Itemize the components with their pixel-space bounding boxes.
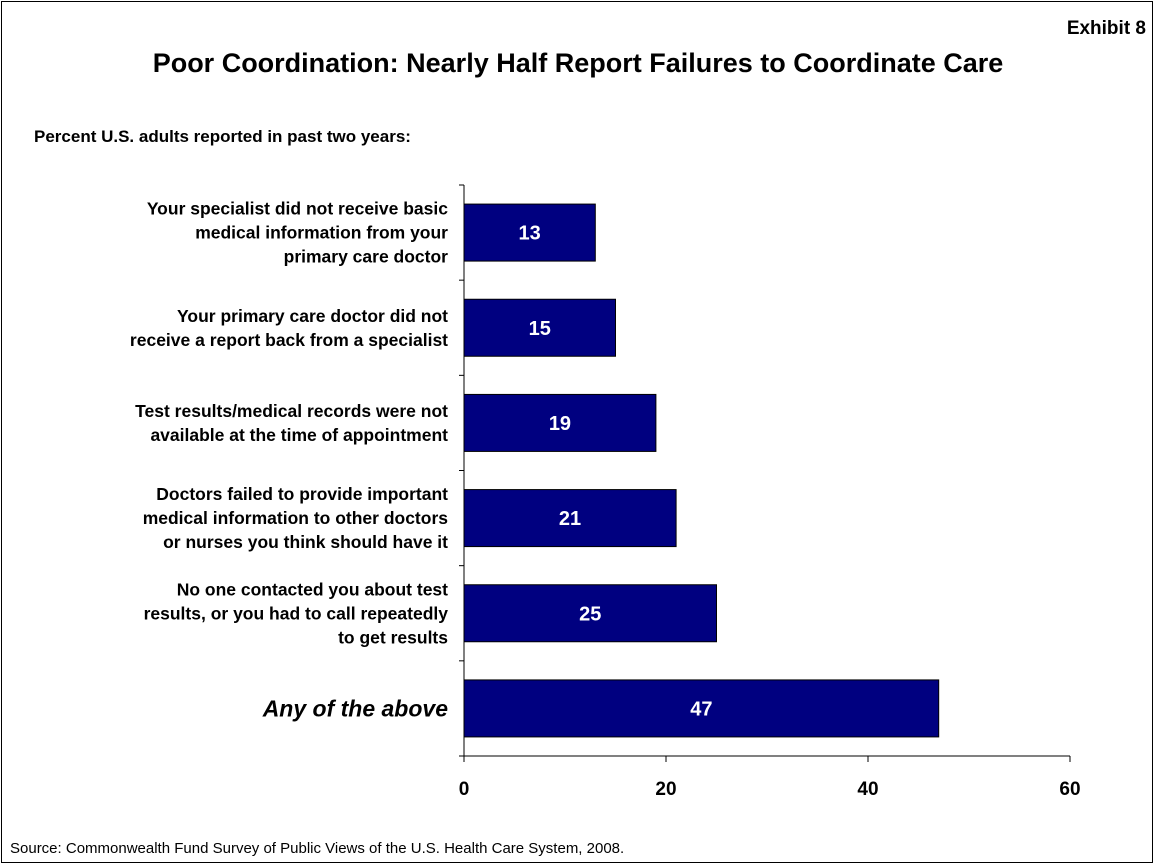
- category-label: to get results: [338, 627, 448, 647]
- chart-subtitle: Percent U.S. adults reported in past two…: [34, 127, 411, 146]
- x-tick-label: 40: [857, 779, 878, 800]
- bar-value-label: 15: [529, 318, 551, 340]
- bar: [463, 584, 717, 643]
- bar: [463, 679, 940, 738]
- category-label: Doctors failed to provide important: [156, 484, 448, 504]
- category-label: medical information to other doctors: [143, 508, 449, 528]
- x-tick-label: 20: [655, 779, 676, 800]
- bar-value-label: 47: [690, 698, 712, 720]
- bar: [463, 489, 677, 548]
- category-label: Your primary care doctor did not: [177, 306, 448, 326]
- category-label: Any of the above: [262, 695, 449, 721]
- source-note: Source: Commonwealth Fund Survey of Publ…: [10, 840, 625, 857]
- x-tick-label: 0: [459, 779, 470, 800]
- category-label: No one contacted you about test: [177, 579, 448, 599]
- category-label: receive a report back from a specialist: [130, 330, 448, 350]
- bar: [463, 393, 657, 452]
- bar-value-label: 19: [549, 413, 571, 435]
- bar-value-label: 25: [579, 603, 601, 625]
- chart-title: Poor Coordination: Nearly Half Report Fa…: [152, 48, 1004, 78]
- category-label: primary care doctor: [284, 247, 449, 267]
- category-label: medical information from your: [195, 223, 448, 243]
- x-tick-label: 60: [1059, 779, 1080, 800]
- category-label: results, or you had to call repeatedly: [144, 603, 449, 623]
- category-label: available at the time of appointment: [150, 425, 448, 445]
- exhibit-label: Exhibit 8: [1066, 18, 1146, 39]
- category-label: or nurses you think should have it: [163, 532, 448, 552]
- bar-value-label: 13: [519, 223, 541, 245]
- category-label: Your specialist did not receive basic: [147, 199, 448, 219]
- category-label: Test results/medical records were not: [135, 401, 448, 421]
- bar-value-label: 21: [559, 508, 581, 530]
- bar: [463, 298, 616, 357]
- bar: [463, 203, 596, 262]
